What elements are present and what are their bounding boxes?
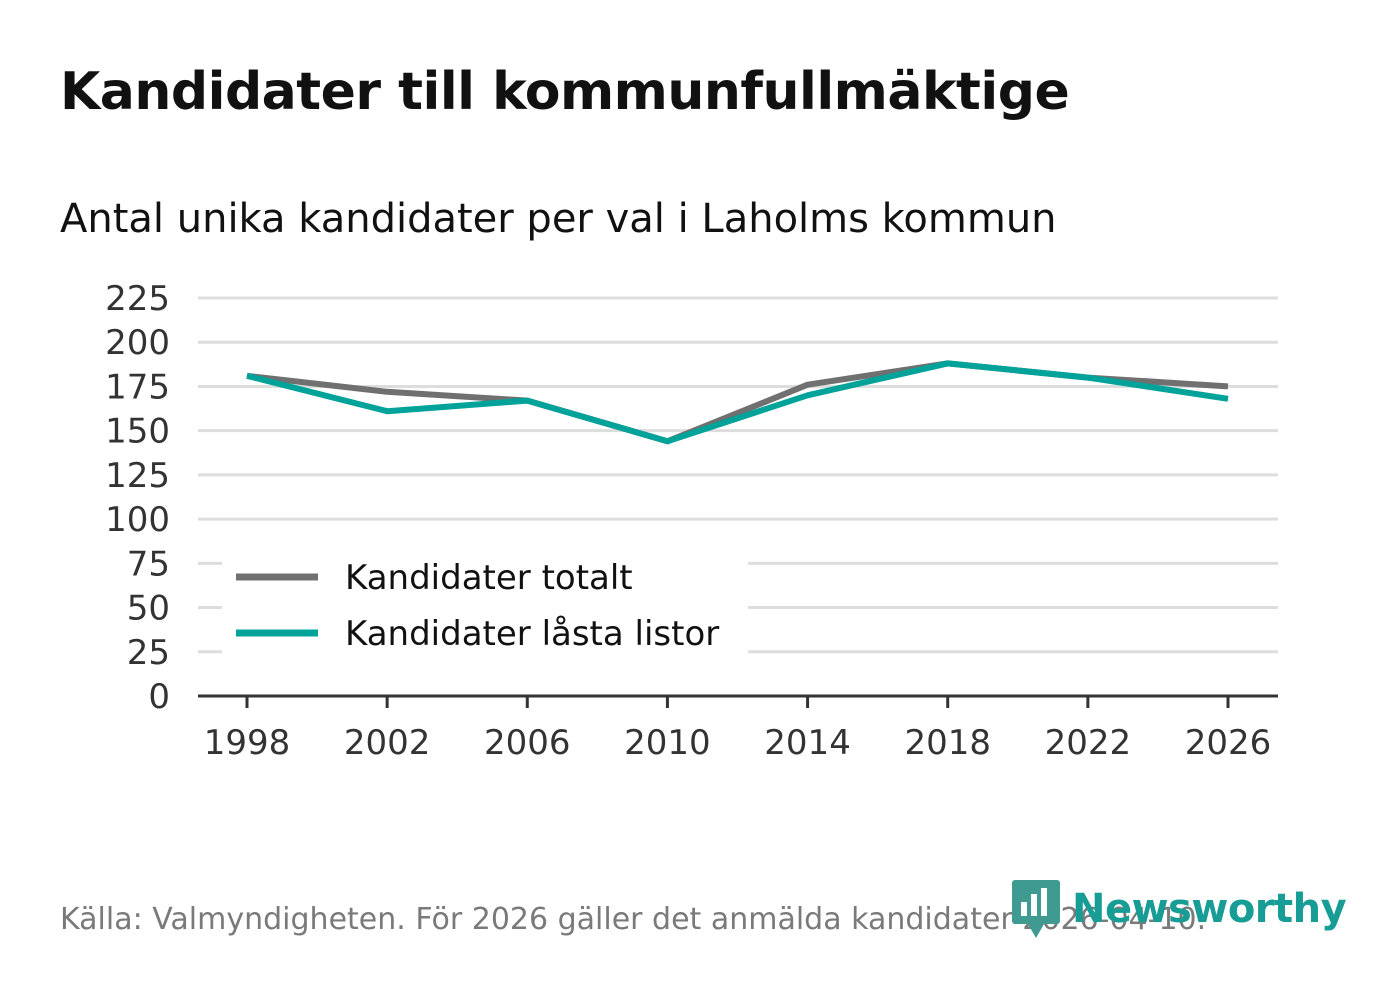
x-axis [198, 694, 1278, 708]
chart-subtitle: Antal unika kandidater per val i Laholms… [60, 196, 1057, 242]
y-tick-label: 75 [127, 544, 170, 584]
legend-label-total: Kandidater totalt [345, 558, 633, 598]
x-tick-label: 2026 [1185, 723, 1272, 763]
x-tick-label: 2002 [344, 723, 431, 763]
x-tick-label: 1998 [204, 723, 291, 763]
newsworthy-logo: Newsworthy [1010, 878, 1347, 940]
series-lines [246, 360, 1229, 445]
y-tick-label: 150 [105, 412, 170, 452]
x-tick-label: 2018 [904, 723, 991, 763]
y-tick-label: 25 [127, 633, 170, 673]
newsworthy-logo-icon [1012, 880, 1060, 938]
x-tick-label: 2010 [624, 723, 711, 763]
brand-name: Newsworthy [1072, 886, 1347, 932]
y-tick-label: 200 [105, 323, 170, 363]
chart-title: Kandidater till kommunfullmäktige [60, 62, 1070, 122]
y-tick-label: 0 [148, 677, 170, 717]
legend: Kandidater totalt Kandidater låsta listor [222, 548, 748, 656]
x-axis-tick-labels: 1998 2002 2006 2010 2014 2018 2022 2026 [204, 723, 1272, 763]
x-tick-label: 2006 [484, 723, 571, 763]
legend-label-locked: Kandidater låsta listor [345, 614, 719, 654]
y-tick-label: 125 [105, 456, 170, 496]
x-tick-label: 2014 [764, 723, 851, 763]
y-tick-label: 100 [105, 500, 170, 540]
y-tick-label: 50 [127, 589, 170, 629]
y-tick-label: 225 [105, 279, 170, 319]
series-line-locked [246, 360, 1229, 445]
y-tick-label: 175 [105, 367, 170, 407]
legend-background [222, 548, 748, 656]
x-tick-label: 2022 [1045, 723, 1132, 763]
